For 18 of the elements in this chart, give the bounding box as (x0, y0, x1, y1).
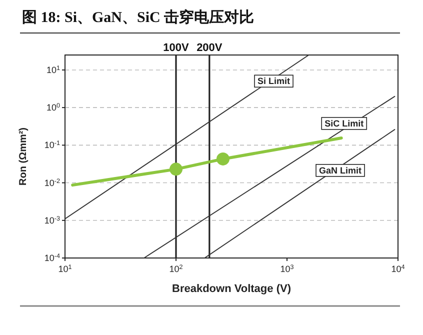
annotation: GaN Limit (319, 165, 362, 176)
annotation: Si Limit (258, 76, 290, 86)
x-tick-label: 10$^{2}$ (169, 264, 184, 274)
y-tick-label: 10$^{-1}$ (44, 140, 60, 150)
y-tick-label: 10$^{-3}$ (44, 214, 60, 226)
x-tick-label: 10$^{1}$ (58, 264, 72, 274)
y-tick-label: 10$^{-2}$ (44, 177, 60, 188)
y-tick-label: 10$^{0}$ (46, 102, 60, 113)
chart-title: 图 18: Si、GaN、SiC 击穿电压对比 (22, 8, 254, 26)
ref-line-label: 100V (163, 42, 190, 54)
y-tick-label: 10$^{1}$ (46, 64, 60, 75)
x-tick-label: 10$^{4}$ (391, 264, 406, 274)
y-axis-title: Ron (Ωmm²) (18, 127, 29, 186)
annotation: SiC Limit (324, 118, 364, 128)
x-axis-title: Breakdown Voltage (V) (172, 283, 292, 295)
x-tick-label: 10$^{3}$ (280, 264, 294, 274)
ref-line-label: 200V (196, 42, 223, 54)
y-tick-label: 10$^{-4}$ (44, 252, 60, 263)
